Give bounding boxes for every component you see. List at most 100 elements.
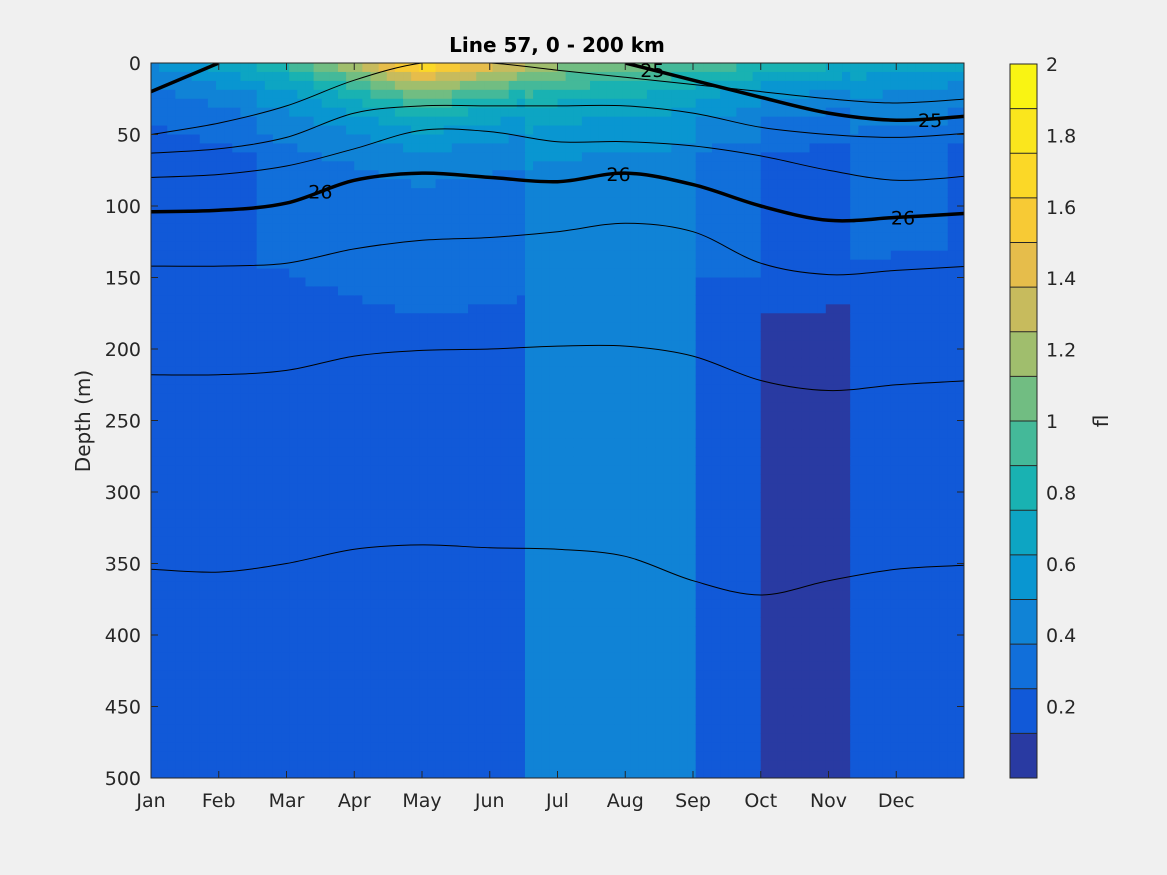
field-cell xyxy=(573,107,583,118)
field-cell xyxy=(386,643,396,654)
field-cell xyxy=(199,742,209,752)
field-cell xyxy=(419,581,429,591)
field-cell xyxy=(386,268,396,279)
field-cell xyxy=(313,447,323,457)
field-cell xyxy=(646,715,656,725)
field-cell xyxy=(248,724,258,734)
field-cell xyxy=(175,80,185,91)
field-cell xyxy=(468,107,477,118)
field-cell xyxy=(394,188,404,198)
field-cell xyxy=(191,89,201,100)
field-cell xyxy=(378,107,388,118)
field-cell xyxy=(370,63,380,73)
field-cell xyxy=(378,357,388,368)
field-cell xyxy=(216,563,225,574)
field-cell xyxy=(207,545,217,556)
field-cell xyxy=(207,572,217,582)
field-cell xyxy=(175,268,185,279)
field-cell xyxy=(411,617,420,627)
field-cell xyxy=(240,492,250,502)
field-cell xyxy=(281,429,290,439)
field-cell xyxy=(557,71,567,82)
field-cell xyxy=(216,742,225,752)
field-cell xyxy=(459,518,469,529)
field-cell xyxy=(313,679,323,690)
field-cell xyxy=(386,125,396,136)
field-cell xyxy=(305,223,315,234)
field-cell xyxy=(321,474,331,484)
field-cell xyxy=(581,465,591,475)
field-cell xyxy=(622,670,632,681)
field-cell xyxy=(386,608,396,618)
field-cell xyxy=(337,340,347,350)
field-cell xyxy=(451,429,461,439)
field-cell xyxy=(370,411,380,422)
field-cell xyxy=(313,63,323,73)
field-cell xyxy=(216,670,225,681)
field-cell xyxy=(468,232,477,243)
field-cell xyxy=(614,125,624,136)
field-cell xyxy=(378,214,388,225)
field-cell xyxy=(199,134,209,145)
field-cell xyxy=(297,232,307,243)
field-cell xyxy=(240,724,250,734)
field-cell xyxy=(329,679,339,690)
field-cell xyxy=(378,402,388,413)
field-cell xyxy=(638,590,648,600)
field-cell xyxy=(524,465,534,475)
field-cell xyxy=(606,500,616,511)
field-cell xyxy=(508,617,518,627)
field-cell xyxy=(378,80,388,91)
field-cell xyxy=(175,474,185,484)
field-cell xyxy=(459,483,469,493)
field-cell xyxy=(541,259,550,270)
field-cell xyxy=(216,581,225,591)
field-cell xyxy=(199,635,209,645)
field-cell xyxy=(281,322,290,332)
field-cell xyxy=(419,340,429,350)
field-cell xyxy=(370,116,380,127)
field-cell xyxy=(175,214,185,225)
field-cell xyxy=(500,447,510,457)
field-cell xyxy=(175,384,185,395)
field-cell xyxy=(232,152,242,162)
field-cell xyxy=(606,447,616,457)
field-cell xyxy=(248,447,258,457)
field-cell xyxy=(557,742,567,752)
field-cell xyxy=(638,250,648,261)
field-cell xyxy=(370,134,380,145)
field-cell xyxy=(443,590,453,600)
field-cell xyxy=(573,402,583,413)
field-cell xyxy=(638,402,648,413)
field-cell xyxy=(394,223,404,234)
field-cell xyxy=(191,590,201,600)
field-cell xyxy=(492,733,502,743)
field-cell xyxy=(313,206,323,216)
field-cell xyxy=(159,107,168,118)
field-cell xyxy=(167,80,176,91)
field-cell xyxy=(329,742,339,752)
field-cell xyxy=(378,197,388,207)
field-cell xyxy=(427,581,437,591)
field-cell xyxy=(655,206,664,216)
field-cell xyxy=(167,742,176,752)
field-cell xyxy=(419,474,429,484)
field-cell xyxy=(427,652,437,663)
field-cell xyxy=(337,465,347,475)
field-cell xyxy=(508,626,518,636)
field-cell xyxy=(492,742,502,752)
field-cell xyxy=(346,63,355,73)
field-cell xyxy=(622,679,632,690)
field-cell xyxy=(549,617,559,627)
field-cell xyxy=(289,384,298,395)
field-cell xyxy=(289,760,298,770)
field-cell xyxy=(248,393,258,404)
field-cell xyxy=(435,268,445,279)
field-cell xyxy=(614,411,624,422)
field-cell xyxy=(606,509,616,520)
field-cell xyxy=(508,134,518,145)
field-cell xyxy=(224,322,233,332)
field-cell xyxy=(207,322,217,332)
field-cell xyxy=(549,152,559,162)
field-cell xyxy=(159,98,168,109)
